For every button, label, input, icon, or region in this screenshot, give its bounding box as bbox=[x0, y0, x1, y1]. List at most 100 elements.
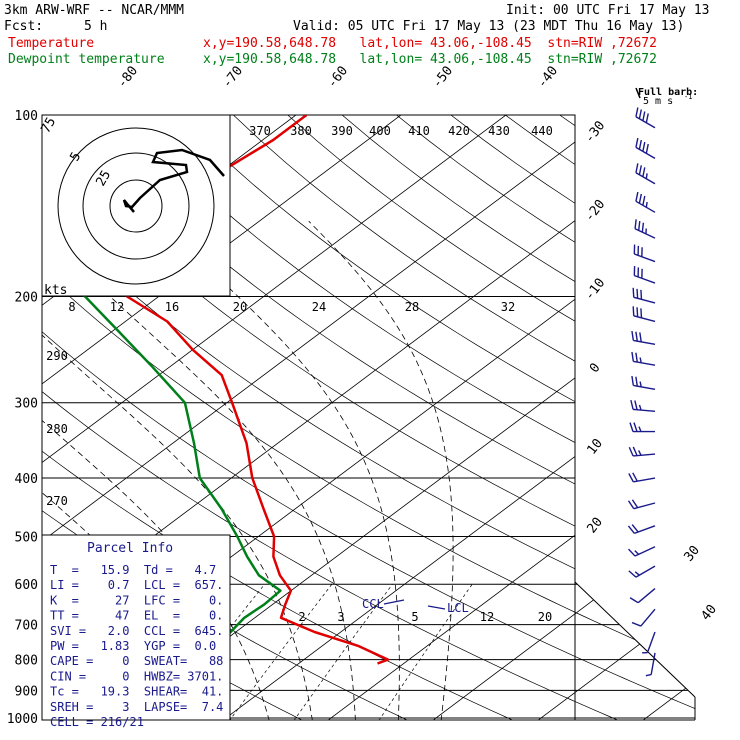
hodograph-ring-25 bbox=[109, 179, 163, 233]
wind-barb-flag bbox=[638, 139, 642, 150]
wind-barb-half-flag bbox=[645, 673, 652, 677]
wind-barb-660 bbox=[631, 608, 656, 627]
parcel-info-row: TT = 47 EL = 0. bbox=[50, 609, 223, 623]
dry-adiabat-430 bbox=[363, 115, 695, 720]
wind-barb-520 bbox=[628, 546, 656, 557]
wind-barb-flag bbox=[636, 288, 639, 299]
parcel-info-row: CIN = 0 HWBZ= 3701. bbox=[50, 669, 223, 683]
pressure-label-900: 900 bbox=[15, 684, 38, 699]
ccl-label: CCL bbox=[362, 597, 384, 611]
moist-adiabat-32 bbox=[308, 220, 454, 720]
parcel-info-row: PW = 1.83 YGP = 0.0 bbox=[50, 639, 216, 653]
plot-frame bbox=[41, 114, 576, 721]
wind-barb-118 bbox=[635, 137, 656, 159]
mixing-ratio-label-2: 2 bbox=[298, 610, 305, 624]
temperature-label-20: 20 bbox=[585, 515, 606, 537]
dry-adiabat-400 bbox=[205, 115, 695, 720]
wind-barb-flag bbox=[629, 597, 639, 604]
dewpoint-legend-label: Dewpoint temperature bbox=[8, 52, 165, 67]
isotherm-40 bbox=[520, 115, 695, 720]
parcel-info-title: Parcel Info bbox=[87, 541, 173, 556]
wind-barb-half-flag bbox=[638, 450, 642, 456]
wind-barb-flag bbox=[635, 163, 639, 173]
mixing-ratio-8 bbox=[221, 584, 333, 720]
temperature-label-m10: -10 bbox=[582, 276, 608, 304]
hodograph-axis-label-8: 8 bbox=[68, 300, 75, 314]
wind-barb-335 bbox=[629, 422, 655, 433]
temperature-label-m50: -50 bbox=[430, 63, 456, 91]
wind-barb-flag bbox=[635, 137, 639, 148]
wind-barb-flag bbox=[634, 219, 637, 229]
wind-barb-flag bbox=[640, 289, 643, 300]
hodograph-ring-50 bbox=[82, 152, 190, 260]
pressure-label-800: 800 bbox=[15, 654, 38, 669]
theta-label-440: 440 bbox=[531, 124, 553, 138]
mixing-ratio-label-20: 20 bbox=[538, 610, 552, 624]
hodograph-axis-label-12: 12 bbox=[110, 300, 124, 314]
wind-barb-flag bbox=[635, 376, 638, 387]
wind-barb-flag bbox=[645, 113, 649, 123]
wind-barb-half-flag bbox=[639, 381, 642, 387]
dry-adiabat-440 bbox=[416, 115, 695, 720]
temperature-label-m70: -70 bbox=[220, 63, 246, 91]
parcel-info-row: K = 27 LFC = 0. bbox=[50, 593, 223, 607]
hodograph-inset: 75 5 25 kts bbox=[38, 114, 231, 298]
wind-barb-flag bbox=[635, 331, 638, 342]
moist-adiabat-24 bbox=[88, 275, 357, 720]
hodograph-axis-label-24: 24 bbox=[312, 300, 326, 314]
wind-barb-220 bbox=[632, 306, 656, 323]
mixing-ratio-20 bbox=[371, 584, 473, 720]
hodograph-unit-label: kts bbox=[44, 283, 67, 298]
hodograph-ring-label-25: 25 bbox=[93, 168, 114, 189]
pressure-label-400: 400 bbox=[15, 472, 38, 487]
wind-barb-flag bbox=[632, 287, 635, 298]
isotherm--40 bbox=[42, 115, 544, 720]
wind-barb-flag bbox=[628, 570, 637, 578]
wind-barb-285 bbox=[631, 375, 656, 390]
hodograph-trace bbox=[122, 148, 225, 213]
wind-barb-400 bbox=[628, 472, 656, 483]
forecast-label: Fcst: bbox=[4, 19, 44, 34]
barb-key-unit-exponent: -1 bbox=[684, 93, 692, 101]
wind-barb-365 bbox=[628, 446, 656, 457]
wind-barb-flag bbox=[635, 352, 638, 363]
temperature-location: x,y=190.58,648.78 lat,lon= 43.06,-108.45… bbox=[203, 36, 657, 51]
wind-barb-flag bbox=[631, 351, 635, 362]
wind-barb-440 bbox=[627, 499, 656, 510]
wind-barb-staff bbox=[640, 608, 656, 627]
wind-barb-310 bbox=[630, 399, 656, 412]
temperature-label-m80: -80 bbox=[115, 63, 141, 91]
wind-barb-flag bbox=[631, 499, 639, 509]
wind-barb-flag bbox=[631, 330, 635, 341]
theta-label-410: 410 bbox=[408, 124, 430, 138]
wind-barb-flag bbox=[631, 621, 642, 627]
temperature-label-10: 10 bbox=[585, 436, 606, 458]
valid-time: Valid: 05 UTC Fri 17 May 13 (23 MDT Thu … bbox=[293, 19, 685, 34]
wind-barb-130 bbox=[635, 163, 656, 185]
isotherm--30 bbox=[42, 115, 649, 720]
mixing-ratio-label-5: 5 bbox=[411, 610, 418, 624]
wind-barb-flag bbox=[635, 107, 639, 117]
hodograph-frame bbox=[41, 114, 231, 297]
isotherm--50 bbox=[42, 115, 439, 720]
wind-barb-staff bbox=[646, 631, 656, 653]
wind-barb-610 bbox=[629, 588, 656, 604]
parcel-info-row: Tc = 19.3 SHEAR= 41. bbox=[50, 685, 223, 699]
parcel-info-row: LI = 0.7 LCL = 657. bbox=[50, 578, 223, 592]
dry-adiabat-450 bbox=[469, 115, 695, 720]
temperature-label-30: 30 bbox=[682, 543, 703, 565]
wind-barb-flag bbox=[637, 220, 641, 231]
isotherm-0 bbox=[100, 115, 695, 720]
parcel-info-row: CAPE = 0 SWEAT= 88 bbox=[50, 654, 223, 668]
dry-adiabat-380 bbox=[99, 115, 695, 720]
model-title: 3km ARW-WRF -- NCAR/MMM bbox=[4, 3, 185, 18]
ccl-marker bbox=[383, 599, 405, 605]
wind-barb-260 bbox=[631, 351, 656, 366]
wind-barb-flag bbox=[630, 399, 634, 410]
wind-barb-flag bbox=[628, 446, 634, 457]
pressure-label-100: 100 bbox=[15, 109, 38, 124]
temperature-label-m30: -30 bbox=[582, 118, 608, 146]
wind-barb-160 bbox=[634, 219, 656, 239]
wind-barb-720 bbox=[642, 631, 656, 654]
hodograph-axis-label-20: 20 bbox=[233, 300, 247, 314]
